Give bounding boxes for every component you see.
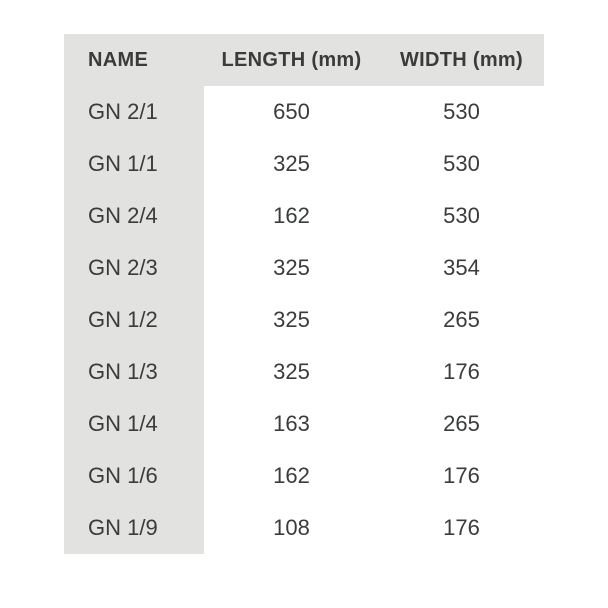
table-row: GN 1/2 325 265: [64, 294, 544, 346]
cell-name: GN 2/1: [64, 86, 204, 138]
col-header-length: LENGTH (mm): [204, 34, 379, 86]
cell-length: 325: [204, 138, 379, 190]
cell-name: GN 1/4: [64, 398, 204, 450]
table-row: GN 2/1 650 530: [64, 86, 544, 138]
cell-width: 265: [379, 294, 544, 346]
cell-width: 530: [379, 138, 544, 190]
cell-length: 650: [204, 86, 379, 138]
cell-width: 354: [379, 242, 544, 294]
table-row: GN 1/3 325 176: [64, 346, 544, 398]
col-header-width: WIDTH (mm): [379, 34, 544, 86]
cell-width: 530: [379, 86, 544, 138]
cell-name: GN 1/9: [64, 502, 204, 554]
cell-length: 108: [204, 502, 379, 554]
cell-width: 176: [379, 502, 544, 554]
cell-width: 265: [379, 398, 544, 450]
cell-name: GN 1/2: [64, 294, 204, 346]
cell-length: 162: [204, 190, 379, 242]
cell-length: 162: [204, 450, 379, 502]
cell-width: 176: [379, 450, 544, 502]
table-header-row: NAME LENGTH (mm) WIDTH (mm): [64, 34, 544, 86]
cell-length: 325: [204, 294, 379, 346]
cell-length: 325: [204, 346, 379, 398]
cell-length: 163: [204, 398, 379, 450]
col-header-name: NAME: [64, 34, 204, 86]
cell-length: 325: [204, 242, 379, 294]
cell-name: GN 1/6: [64, 450, 204, 502]
table-row: GN 2/4 162 530: [64, 190, 544, 242]
table-row: GN 1/4 163 265: [64, 398, 544, 450]
table-row: GN 1/1 325 530: [64, 138, 544, 190]
gn-size-table: NAME LENGTH (mm) WIDTH (mm) GN 2/1 650 5…: [64, 34, 544, 554]
cell-name: GN 2/3: [64, 242, 204, 294]
cell-name: GN 1/3: [64, 346, 204, 398]
cell-width: 176: [379, 346, 544, 398]
cell-name: GN 2/4: [64, 190, 204, 242]
cell-width: 530: [379, 190, 544, 242]
table-row: GN 2/3 325 354: [64, 242, 544, 294]
cell-name: GN 1/1: [64, 138, 204, 190]
table-row: GN 1/6 162 176: [64, 450, 544, 502]
table-row: GN 1/9 108 176: [64, 502, 544, 554]
